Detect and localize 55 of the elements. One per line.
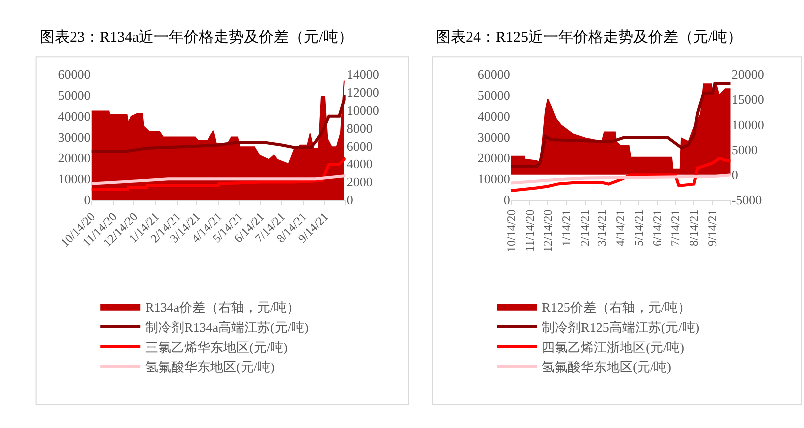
x-tick-label: 3/14/21 <box>595 210 610 246</box>
x-tick-label: 11/14/20 <box>522 210 537 252</box>
legend-label: 三氯乙烯华东地区(元/吨) <box>146 340 288 355</box>
legend-label: 制冷剂R125高端江苏(元/吨) <box>542 320 700 335</box>
legend-label: 制冷剂R134a高端江苏(元/吨) <box>146 320 309 335</box>
y-tick-label: 40000 <box>58 108 91 124</box>
y2-tick-label: 14000 <box>346 67 380 82</box>
chart-title: 图表24：R125近一年价格走势及价差（元/吨） <box>436 29 743 46</box>
y2-tick-label: 10000 <box>732 117 764 132</box>
y-tick-label: 20000 <box>478 150 510 166</box>
x-tick-label: 7/14/21 <box>668 210 682 246</box>
y-tick-label: 10000 <box>478 172 510 187</box>
x-tick-label: 9/14/21 <box>706 210 720 246</box>
x-tick-label: 8/14/21 <box>687 210 702 246</box>
y-tick-label: 20000 <box>58 150 91 166</box>
x-tick-label: 6/14/21 <box>650 210 664 246</box>
chart-title: 图表23：R134a近一年价格走势及价差（元/吨） <box>40 29 354 46</box>
y-tick-label: 60000 <box>58 67 91 82</box>
y2-tick-label: -5000 <box>732 192 762 208</box>
legend-label: R134a价差（右轴，元/吨） <box>146 300 300 315</box>
y2-tick-label: 6000 <box>346 138 373 154</box>
y2-tick-label: 8000 <box>346 120 373 136</box>
y2-tick-label: 4000 <box>346 156 373 172</box>
y2-tick-label: 10000 <box>346 102 380 118</box>
legend-label: 氢氟酸华东地区(元/吨) <box>542 360 672 375</box>
y-tick-label: 50000 <box>478 88 510 104</box>
y-tick-label: 50000 <box>58 88 91 104</box>
x-tick-label: 2/14/21 <box>578 210 592 246</box>
y-tick-label: 10000 <box>58 172 91 187</box>
y2-tick-label: 20000 <box>732 67 764 82</box>
y-tick-label: 60000 <box>478 67 510 82</box>
y-tick-label: 40000 <box>478 108 510 124</box>
y2-tick-label: 12000 <box>346 85 380 100</box>
y-tick-label: 30000 <box>58 130 91 145</box>
line-series <box>92 94 346 154</box>
legend-label: 氢氟酸华东地区(元/吨) <box>146 360 275 375</box>
x-tick-label: 12/14/20 <box>540 210 555 252</box>
line-series <box>511 156 731 192</box>
legend-label: R125价差（右轴，元/吨） <box>542 300 691 315</box>
line-series <box>92 174 346 186</box>
x-tick-label: 5/14/21 <box>632 210 646 246</box>
y2-tick-label: 0 <box>732 167 738 182</box>
y2-tick-label: 5000 <box>732 142 758 158</box>
y2-tick-label: 2000 <box>346 174 373 190</box>
y-tick-label: 0 <box>504 192 510 208</box>
x-tick-label: 10/14/20 <box>504 210 518 252</box>
legend-label: 四氯乙烯江浙地区(元/吨) <box>542 340 684 355</box>
x-tick-label: 4/14/21 <box>614 210 628 246</box>
y2-tick-label: 15000 <box>732 92 764 108</box>
y-tick-label: 30000 <box>478 130 510 145</box>
line-series <box>92 156 346 192</box>
y-tick-label: 0 <box>84 192 91 208</box>
line-series <box>511 174 731 185</box>
y2-tick-label: 0 <box>346 192 354 208</box>
x-tick-label: 1/14/21 <box>560 210 574 246</box>
